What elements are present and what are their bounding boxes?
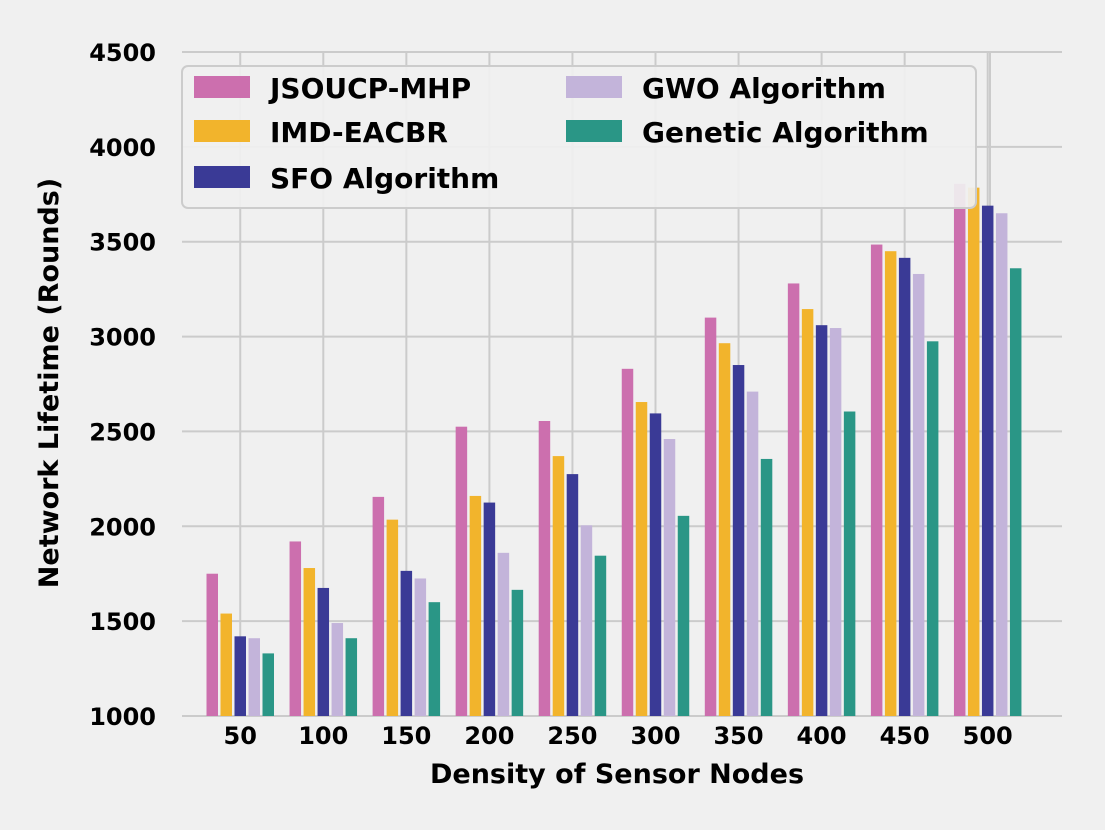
bar xyxy=(428,602,441,716)
bar xyxy=(815,325,828,716)
bar xyxy=(566,474,579,716)
bar xyxy=(372,496,385,716)
y-tick-label: 1000 xyxy=(89,703,156,731)
bar xyxy=(552,456,565,716)
y-tick-label: 4000 xyxy=(89,134,156,162)
legend-swatch xyxy=(566,76,622,98)
bar xyxy=(677,515,690,716)
bar xyxy=(414,578,427,716)
bar xyxy=(870,244,883,716)
bar xyxy=(497,552,510,716)
bar xyxy=(220,613,232,716)
x-tick-label: 250 xyxy=(547,722,597,750)
y-tick-labels: 1000 1500 2000 2500 3000 3500 4000 4500 xyxy=(89,39,156,731)
legend-swatch xyxy=(194,166,250,188)
x-tick-label: 500 xyxy=(963,722,1013,750)
bar xyxy=(884,251,897,716)
bar xyxy=(1009,268,1022,716)
bar xyxy=(649,413,662,716)
legend-label: GWO Algorithm xyxy=(642,72,886,105)
bar xyxy=(843,411,856,716)
y-tick-label: 1500 xyxy=(89,608,156,636)
bar xyxy=(981,205,994,716)
legend-label: IMD-EACBR xyxy=(270,116,448,149)
legend-swatch xyxy=(566,120,622,142)
bar xyxy=(732,365,745,716)
bar xyxy=(829,328,842,716)
bar xyxy=(289,541,302,716)
bar xyxy=(345,638,358,716)
bar xyxy=(635,402,648,716)
bar xyxy=(483,502,496,716)
bar xyxy=(926,341,939,716)
y-axis-title: Network Lifetime (Rounds) xyxy=(34,178,65,588)
y-tick-label: 3000 xyxy=(89,324,156,352)
x-tick-label: 200 xyxy=(464,722,514,750)
legend: JSOUCP-MHP IMD-EACBR SFO Algorithm GWO Algo… xyxy=(181,65,977,209)
bar xyxy=(248,638,260,716)
bar xyxy=(400,570,413,716)
bar xyxy=(386,519,399,716)
bar xyxy=(967,187,980,716)
bar xyxy=(787,283,800,716)
bar xyxy=(801,309,814,716)
bar xyxy=(455,426,468,716)
bar xyxy=(580,525,593,716)
bar xyxy=(760,458,773,716)
y-tick-label: 3500 xyxy=(89,229,156,257)
y-tick-label: 2000 xyxy=(89,513,156,541)
bar xyxy=(718,343,731,716)
bar xyxy=(995,213,1008,716)
y-tick-label: 2500 xyxy=(89,418,156,446)
bar xyxy=(746,391,759,716)
legend-swatch xyxy=(194,76,250,98)
legend-label: Genetic Algorithm xyxy=(642,116,929,149)
bar xyxy=(262,653,274,716)
bar xyxy=(594,555,607,716)
x-tick-label: 150 xyxy=(381,722,431,750)
x-tick-label: 300 xyxy=(630,722,680,750)
legend-label: SFO Algorithm xyxy=(270,162,499,195)
bar-group xyxy=(206,183,1022,716)
x-tick-label: 400 xyxy=(797,722,847,750)
bar xyxy=(621,368,634,716)
bar xyxy=(303,568,316,716)
bar xyxy=(663,439,676,716)
bar xyxy=(206,573,218,716)
x-tick-label: 450 xyxy=(880,722,930,750)
x-tick-label: 100 xyxy=(298,722,348,750)
x-tick-labels: 50 100 150 200 250 300 350 400 450 500 xyxy=(224,722,1013,750)
x-tick-label: 50 xyxy=(224,722,257,750)
bar xyxy=(538,420,551,716)
bar xyxy=(234,636,246,716)
bar xyxy=(704,317,717,716)
bar xyxy=(317,587,330,716)
x-axis-title: Density of Sensor Nodes xyxy=(430,759,804,790)
bar xyxy=(331,623,344,716)
legend-label: JSOUCP-MHP xyxy=(268,72,471,105)
bar xyxy=(469,495,482,716)
x-tick-label: 350 xyxy=(713,722,763,750)
y-tick-label: 4500 xyxy=(89,39,156,67)
bar xyxy=(511,589,524,716)
bar xyxy=(912,273,925,716)
bar xyxy=(953,183,966,716)
legend-swatch xyxy=(194,120,250,142)
bar xyxy=(898,257,911,716)
